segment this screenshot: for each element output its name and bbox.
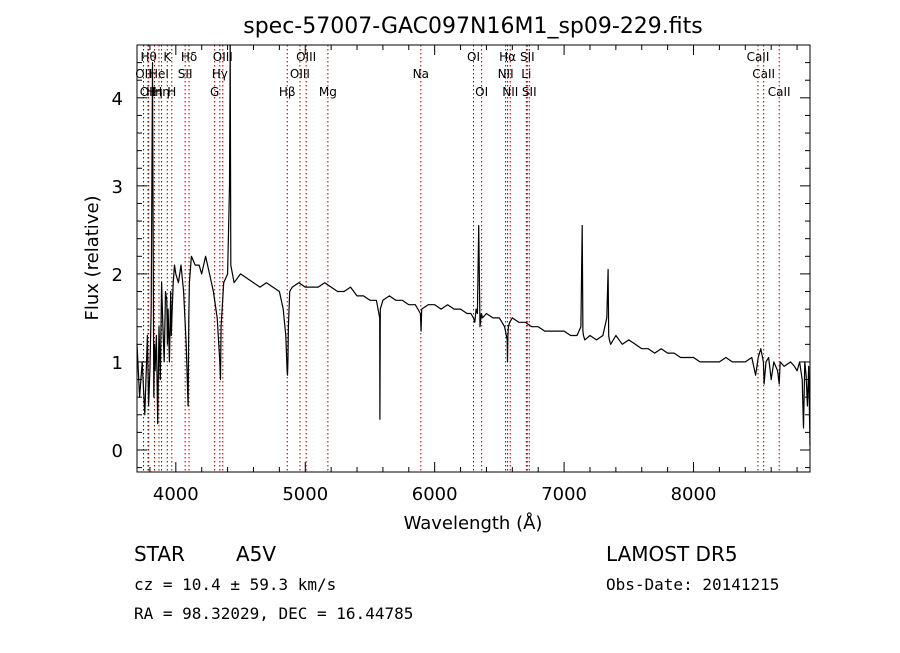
spectral-line-label: Hθ [140,50,156,64]
spectral-line-label: CaII [768,85,791,99]
spectral-line-label: Hδ [181,50,197,64]
spectral-line-label: CaII [747,50,770,64]
redshift-velocity: cz = 10.4 ± 59.3 km/s [134,575,336,594]
object-class: STAR [134,542,185,566]
spectral-line-label: K [163,50,172,64]
spectral-line-label: Li [521,67,531,81]
x-axis-label: Wavelength (Å) [404,512,543,534]
spectral-line-label: Mg [319,85,337,99]
spectral-line-label: Hη [153,85,170,99]
flux-series-line [136,44,811,446]
x-tick-label: 8000 [671,484,717,505]
sky-coordinates: RA = 98.32029, DEC = 16.44785 [134,604,413,623]
flux-series [136,44,811,446]
survey-name: LAMOST DR5 [606,542,738,566]
y-tick-label: 0 [112,441,123,462]
spectral-line-label: HeI [149,67,169,81]
x-tick-label: 5000 [282,484,328,505]
spectral-line-label: SII [522,85,537,99]
x-tick-label: 7000 [541,484,587,505]
spectral-line-label: Na [413,67,429,81]
spectral-line-label: Hα [499,50,516,64]
object-subclass: A5V [236,542,276,566]
plot-frame [136,44,811,473]
spectral-line-label: OI [475,85,488,99]
spectral-line-label: OI [467,50,480,64]
x-tick-label: 6000 [412,484,458,505]
spectral-line-label: H [167,85,176,99]
spectral-line-label: SII [520,50,535,64]
spectral-line-label: CaII [752,67,775,81]
spectral-line-label: NII [502,85,518,99]
spectral-line-label: Hβ [279,85,296,99]
x-tick-label: 4000 [153,484,199,505]
axis-ticks: 4000 5000 6000 7000 8000 0 1 2 3 4 [112,45,810,505]
spectral-line-label: Hη [146,85,163,99]
spectral-line-label: OIII [296,50,316,64]
chart-title: spec-57007-GAC097N16M1_sp09-229.fits [243,14,703,39]
y-tick-label: 3 [112,177,123,198]
spectral-line-label: SII [178,67,193,81]
y-tick-label: 4 [112,89,123,110]
y-tick-label: 2 [112,265,123,286]
observation-date: Obs-Date: 20141215 [606,575,779,594]
y-axis-label: Flux (relative) [82,195,103,320]
spectral-line-label: Hγ [212,67,228,81]
spectral-line-label: G [210,85,219,99]
y-tick-label: 1 [112,353,123,374]
spectral-line-label: OIII [290,67,310,81]
spectral-line-markers: OIIOIIHθHηHeIHηKHSIIHδGHγOIIIHβOIIIOIIIM… [135,45,791,472]
spectral-line-label: NII [498,67,514,81]
spectral-line-label: OIII [213,50,233,64]
